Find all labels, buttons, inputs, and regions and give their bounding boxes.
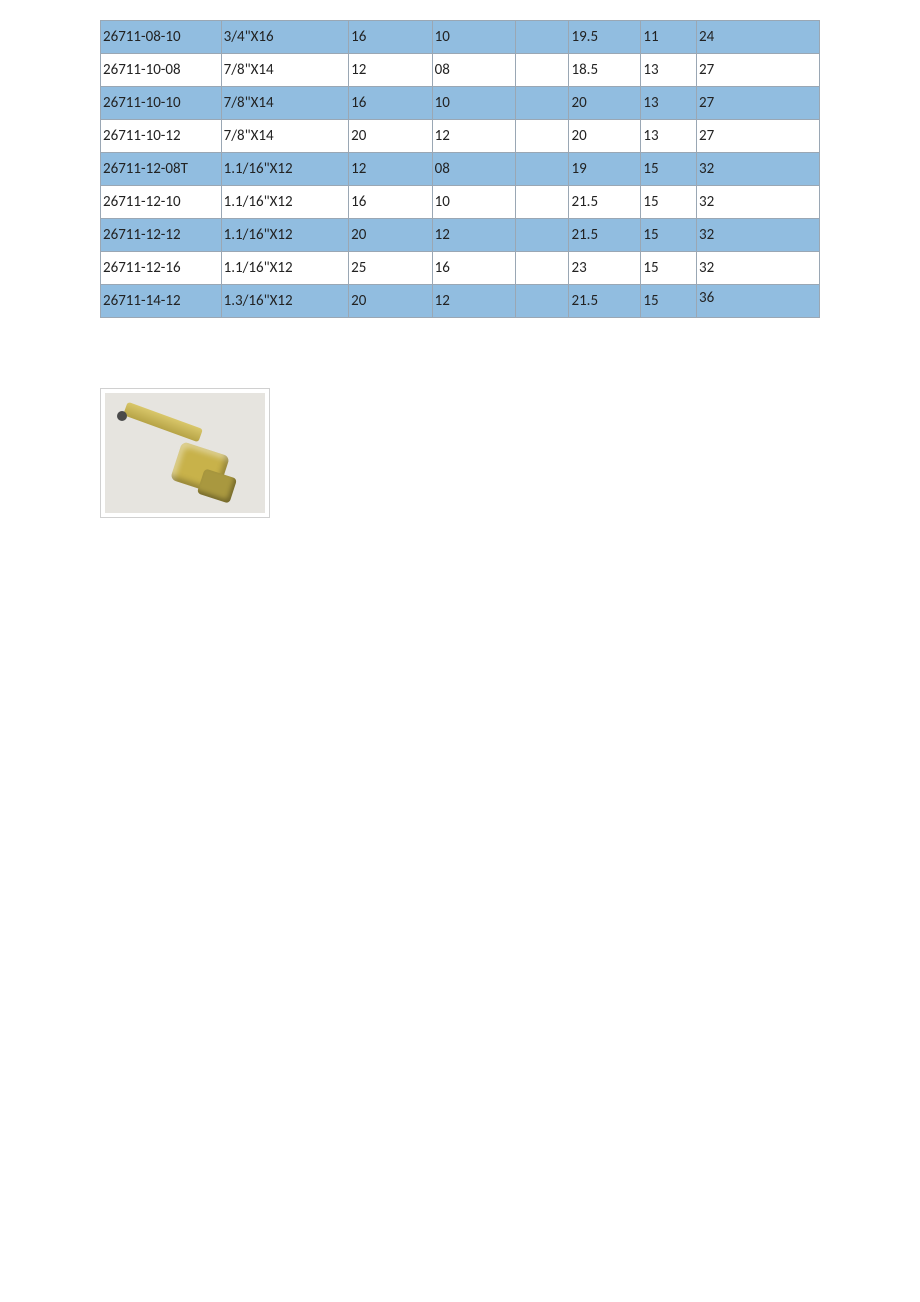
product-image (105, 393, 265, 513)
cell: 32 (697, 186, 820, 219)
table-row: 26711-10-087/8"X141208 18.51327 (101, 54, 820, 87)
cell: 08 (432, 153, 515, 186)
cell: 10 (432, 87, 515, 120)
cell: 19.5 (569, 21, 641, 54)
cell: 16 (432, 252, 515, 285)
cell: 1.1/16"X12 (221, 153, 349, 186)
cell: 26711-12-12 (101, 219, 222, 252)
table-row: 26711-12-08T1.1/16"X121208 191532 (101, 153, 820, 186)
cell: 32 (697, 153, 820, 186)
cell: 21.5 (569, 219, 641, 252)
cell: 15 (641, 186, 697, 219)
cell (516, 219, 569, 252)
cell: 16 (349, 87, 432, 120)
cell: 10 (432, 186, 515, 219)
cell: 20 (349, 285, 432, 318)
cell: 13 (641, 120, 697, 153)
cell (516, 21, 569, 54)
cell (516, 285, 569, 318)
cell: 20 (349, 120, 432, 153)
cell: 12 (349, 54, 432, 87)
cell: 26711-08-10 (101, 21, 222, 54)
table-row: 26711-14-121.3/16"X122012 21.51536 (101, 285, 820, 318)
cell: 12 (432, 219, 515, 252)
table-row: 26711-12-101.1/16"X121610 21.51532 (101, 186, 820, 219)
cell: 27 (697, 54, 820, 87)
cell: 16 (349, 186, 432, 219)
cell: 21.5 (569, 285, 641, 318)
cell: 20 (569, 87, 641, 120)
table-row: 26711-08-103/4"X161610 19.51124 (101, 21, 820, 54)
table-row: 26711-12-161.1/16"X122516 231532 (101, 252, 820, 285)
cell: 32 (697, 252, 820, 285)
cell: 24 (697, 21, 820, 54)
cell: 13 (641, 87, 697, 120)
cell: 36 (697, 285, 820, 318)
cell: 10 (432, 21, 515, 54)
cell: 1.1/16"X12 (221, 252, 349, 285)
cell: 15 (641, 219, 697, 252)
product-image-frame (100, 388, 270, 518)
cell: 27 (697, 120, 820, 153)
cell: 7/8"X14 (221, 120, 349, 153)
cell (516, 54, 569, 87)
cell: 08 (432, 54, 515, 87)
cell: 26711-10-08 (101, 54, 222, 87)
cell: 26711-12-16 (101, 252, 222, 285)
cell (516, 252, 569, 285)
table-row: 26711-12-121.1/16"X122012 21.51532 (101, 219, 820, 252)
cell: 7/8"X14 (221, 54, 349, 87)
cell (516, 87, 569, 120)
cell: 12 (432, 120, 515, 153)
cell: 19 (569, 153, 641, 186)
cell: 20 (349, 219, 432, 252)
cell: 12 (432, 285, 515, 318)
cell: 26711-12-10 (101, 186, 222, 219)
cell: 15 (641, 285, 697, 318)
cell: 32 (697, 219, 820, 252)
cell: 1.1/16"X12 (221, 186, 349, 219)
cell: 13 (641, 54, 697, 87)
table-row: 26711-10-127/8"X142012201327 (101, 120, 820, 153)
cell (516, 186, 569, 219)
cell (516, 120, 569, 153)
cell: 16 (349, 21, 432, 54)
cell: 21.5 (569, 186, 641, 219)
spec-table: 26711-08-103/4"X16161019.5112426711-10-0… (100, 20, 820, 318)
cell: 15 (641, 153, 697, 186)
cell: 26711-12-08T (101, 153, 222, 186)
cell: 1.3/16"X12 (221, 285, 349, 318)
cell: 26711-10-10 (101, 87, 222, 120)
table-row: 26711-10-107/8"X141610 201327 (101, 87, 820, 120)
cell: 26711-14-12 (101, 285, 222, 318)
cell: 3/4"X16 (221, 21, 349, 54)
cell (516, 153, 569, 186)
cell: 15 (641, 252, 697, 285)
cell: 12 (349, 153, 432, 186)
cell: 20 (569, 120, 641, 153)
cell: 11 (641, 21, 697, 54)
cell: 27 (697, 87, 820, 120)
cell: 25 (349, 252, 432, 285)
cell: 18.5 (569, 54, 641, 87)
cell: 7/8"X14 (221, 87, 349, 120)
cell: 23 (569, 252, 641, 285)
cell: 26711-10-12 (101, 120, 222, 153)
cell: 1.1/16"X12 (221, 219, 349, 252)
